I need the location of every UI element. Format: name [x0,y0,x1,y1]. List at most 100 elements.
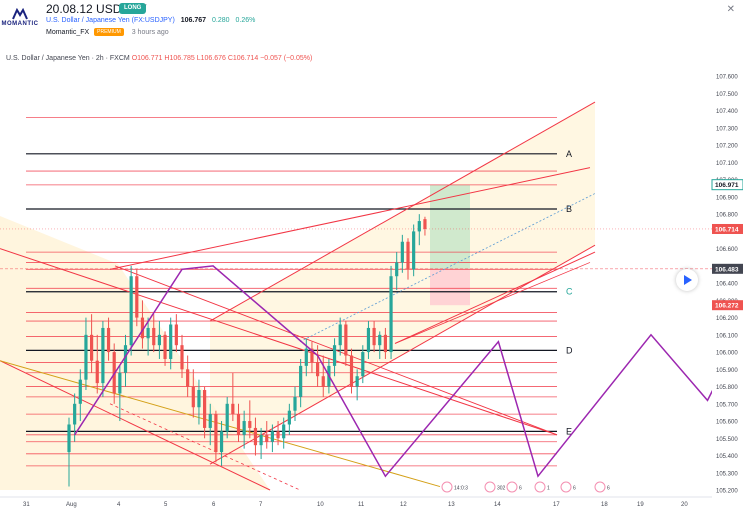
candle-body [90,334,94,361]
time-tick-label: 10 [317,502,324,508]
candle-body [355,376,359,387]
candle-body [372,327,376,346]
event-marker-label: 6 [573,486,576,492]
blue-dotted-line [299,193,596,343]
price-tick-label: 107.400 [716,109,738,115]
bear-channel-upper [0,248,558,436]
candle-body [349,355,354,387]
price-tick-label: 105.400 [716,454,738,460]
candle-body [129,276,133,346]
candle-body [84,334,88,380]
candle-body [395,262,399,277]
price-tick-label: 105.700 [716,402,738,408]
long-target-zone [430,184,470,269]
candle-body [180,345,184,370]
candle-body [344,324,348,356]
event-marker-icon [506,481,518,493]
bear-dashed-line [109,403,301,491]
candle-body [146,327,150,339]
candle-body [276,431,280,439]
candle-body [174,324,178,346]
candle-body [417,221,421,232]
author-avatar[interactable]: MOMANTIC [0,4,40,42]
candle-body [400,241,404,263]
price-label-box [712,223,743,234]
candle-body [73,403,77,425]
candle-body [310,348,314,363]
price-tick-label: 107.600 [716,75,738,81]
last-price: 106.767 [180,17,207,24]
candle-body [378,334,382,346]
price-tick-label: 105.900 [716,368,738,374]
candle-body [304,348,308,366]
candle-body [152,327,156,346]
candle-body [214,414,218,453]
candle-body [242,421,246,435]
price-tick-label: 105.600 [716,420,738,426]
price-tick-label: 105.200 [716,489,738,495]
candle-body [101,327,105,384]
candle-body [118,372,122,394]
instrument-name[interactable]: U.S. Dollar / Japanese Yen [46,17,130,24]
candle-body [366,327,371,353]
bear-channel-fill [0,216,270,490]
price-label-box [712,300,743,311]
chart-area[interactable]: A B C D E 107.600 107.500 107.400 107.300 107.20… [0,46,743,511]
resistance-trend-line [109,167,591,270]
price-tick-label: 106.100 [716,333,738,339]
price-label-box [712,263,743,274]
logo-mark-icon [12,8,28,20]
time-tick-label: 31 [23,502,30,508]
candle-body [140,317,145,339]
idea-header: MOMANTIC 20.08.12 USD/JPY LONG U.S. Doll… [0,0,743,46]
key-level-label: C [566,287,573,297]
candle-body [197,390,201,408]
time-tick-label: 18 [601,502,608,508]
play-button[interactable] [676,269,698,291]
symbol-line: U.S. Dollar / Japanese Yen (FX:USDJPY) 1… [46,17,255,24]
event-marker-label: 1 [547,486,550,492]
long-stop-zone [430,268,470,306]
candle-body [203,390,207,428]
author-line: Momantic_FX PREMIUM 3 hours ago [46,28,169,36]
bear-channel-lower [0,360,271,491]
candle-body [253,427,258,446]
orange-trend-line [0,360,441,488]
time-tick-label: 7 [259,502,263,508]
time-tick-label: 14 [494,502,501,508]
candle-body [287,410,291,425]
long-badge: LONG [119,3,147,14]
legend-high: H106.785 [164,55,195,62]
candle-body [78,379,82,404]
event-marker-icon [594,481,606,493]
price-tick-label: 105.300 [716,471,738,477]
price-tick-label: 106.800 [716,213,738,219]
candle-body [321,376,325,387]
close-icon[interactable]: ✕ [726,4,735,15]
price-tick-label: 106.600 [716,247,738,253]
support-trend-line-2 [394,262,591,344]
candle-body [282,424,286,439]
price-chart[interactable]: A B C D E 107.600 107.500 107.400 107.300 107.20… [0,46,743,511]
event-marker-label: 302 [497,486,506,492]
time-tick-label: 11 [358,502,365,508]
author-name[interactable]: Momantic_FX [46,28,90,36]
price-label-text: 106.483 [715,266,739,273]
candle-body [361,352,365,377]
price-tick-label: 106.900 [716,195,738,201]
play-icon [684,275,692,285]
candle-body [383,334,387,353]
price-tick-label: 105.500 [716,437,738,443]
symbol-link[interactable]: (FX:USDJPY) [131,17,175,24]
support-trend-line [394,251,596,344]
time-tick-label: 5 [164,502,168,508]
legend-close: C106.714 [227,55,259,62]
price-label-text: 106.714 [715,226,739,233]
event-marker-label: 6 [607,486,610,492]
event-marker-icon [484,481,496,493]
elliott-zigzag [74,265,743,478]
price-label-text: 106.272 [715,303,739,310]
event-marker-label: 14:0:3 [454,486,468,492]
candle-body [231,403,235,415]
time-tick-label: 13 [448,502,455,508]
